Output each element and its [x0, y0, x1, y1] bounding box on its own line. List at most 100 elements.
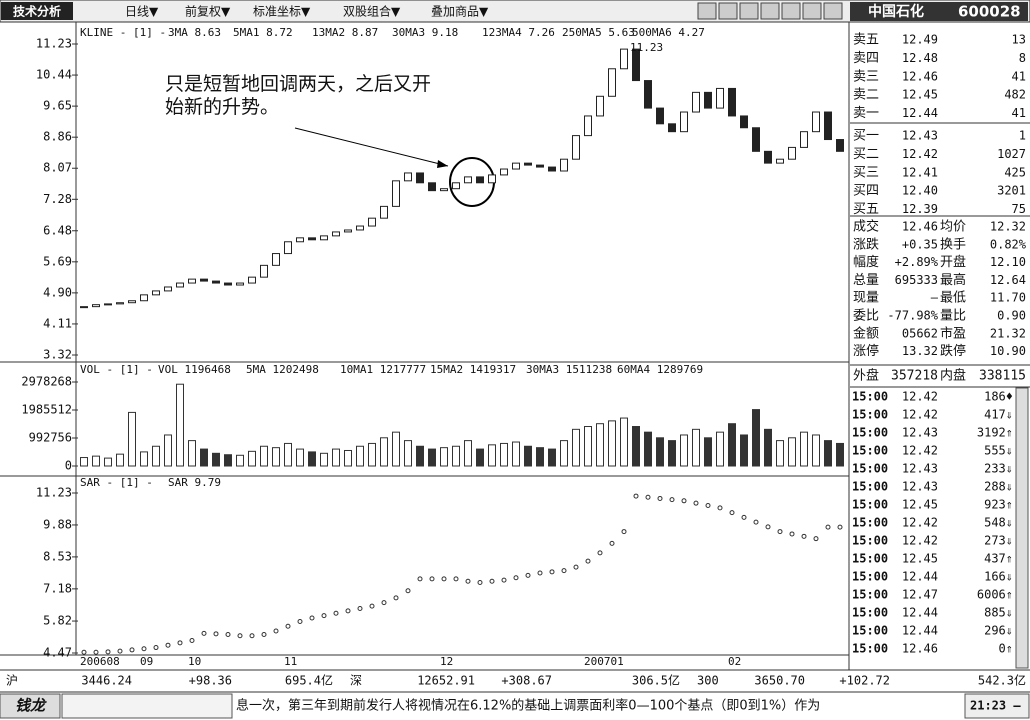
candle: [752, 127, 760, 152]
legend: SAR - [1] -: [80, 476, 153, 489]
candle: [92, 304, 100, 308]
sar-dot: [129, 647, 135, 653]
stat-value: 10.90: [990, 344, 1026, 358]
volume-bar: [500, 442, 508, 467]
sar-dot: [609, 540, 615, 546]
status-item: +308.67: [501, 674, 552, 688]
status-buttons[interactable]: [61, 693, 233, 719]
sar-dot: [645, 494, 651, 500]
volume-bar: [380, 437, 388, 467]
x-tick-label: 10: [188, 655, 201, 668]
volume-bar: [200, 448, 208, 467]
volume-bar: [524, 445, 532, 467]
tick-time: 15:00: [852, 462, 888, 476]
candle: [824, 111, 832, 141]
stat-value: 12.64: [990, 273, 1026, 287]
stat-label: 最低: [940, 291, 966, 306]
candle: [128, 300, 136, 304]
y-tick-label: 3.32: [43, 348, 72, 362]
menu[interactable]: 标准坐标▼: [253, 5, 311, 19]
sar-dot: [729, 510, 735, 516]
outer-inner: 内盘: [940, 368, 966, 384]
arrow-head: [437, 160, 448, 168]
volume-bar: [740, 434, 748, 467]
tick-price: 12.44: [902, 606, 938, 620]
x-tick-label: 12: [440, 655, 453, 668]
tick-time: 15:00: [852, 444, 888, 458]
tool-icon[interactable]: [802, 2, 822, 20]
stat-label: 金额: [853, 325, 879, 341]
volume-bar: [716, 431, 724, 467]
menu[interactable]: 日线▼: [125, 5, 159, 19]
candle: [200, 278, 208, 282]
status-item: 300: [697, 674, 719, 688]
book-price: 12.46: [902, 69, 938, 83]
tick-volume: 186♦: [984, 390, 1013, 404]
tool-icon[interactable]: [760, 2, 780, 20]
sar-dot: [285, 623, 291, 629]
tick-time: 15:00: [852, 426, 888, 440]
outer-inner: 357218: [891, 369, 938, 384]
book-volume: 1027: [997, 147, 1026, 161]
tick-price: 12.43: [902, 426, 938, 440]
stat-label: 委比: [853, 309, 879, 324]
y-tick-label: 4.47: [43, 646, 72, 660]
status-item: 12652.91: [417, 674, 475, 688]
stat-label: 现量: [853, 291, 879, 306]
candle: [440, 188, 448, 192]
tick-time: 15:00: [852, 570, 888, 584]
volume-bar: [536, 447, 544, 467]
candle: [788, 146, 796, 160]
scrollbar[interactable]: [1015, 387, 1029, 669]
tab-box[interactable]: [1, 2, 73, 20]
sar-dot: [201, 630, 207, 636]
volume-bar: [92, 455, 100, 467]
legend: VOL 1196468: [158, 363, 231, 376]
legend: 13MA2 8.87: [312, 26, 378, 39]
tool-icon[interactable]: [781, 2, 801, 20]
volume-bar: [320, 452, 328, 467]
sar-dot: [717, 505, 723, 511]
legend: SAR 9.79: [168, 476, 221, 489]
candle: [212, 280, 220, 284]
tick-time: 15:00: [852, 534, 888, 548]
book-volume: 425: [1004, 165, 1026, 179]
book-label: 卖二: [853, 88, 879, 103]
sar-dot: [477, 579, 483, 585]
candle: [464, 176, 472, 184]
sar-dot: [525, 572, 531, 578]
volume-bar: [560, 440, 568, 467]
tool-icon[interactable]: [739, 2, 759, 20]
sar-dot: [441, 576, 447, 582]
tool-icon[interactable]: [823, 2, 843, 20]
sar-dot: [657, 495, 663, 501]
y-tick-label: 0: [65, 459, 72, 473]
volume-bar: [404, 440, 412, 467]
legend: 500MA6 4.27: [632, 26, 705, 39]
candle: [800, 131, 808, 148]
volume-bar: [728, 423, 736, 467]
candle: [308, 237, 316, 241]
menu[interactable]: 叠加商品▼: [431, 4, 489, 19]
tick-time: 15:00: [852, 624, 888, 638]
candle: [188, 278, 196, 284]
candle: [476, 176, 484, 184]
y-tick-label: 4.90: [43, 285, 72, 299]
sar-dot: [357, 606, 363, 612]
stat-value: —: [931, 291, 939, 305]
sar-dot: [249, 633, 255, 639]
stat-value: 0.82%: [990, 237, 1027, 251]
tick-volume: 417⇓: [984, 408, 1013, 422]
tool-icon[interactable]: [697, 2, 717, 20]
candle: [224, 282, 232, 286]
book-price: 12.42: [902, 147, 938, 161]
menu[interactable]: 前复权▼: [185, 4, 231, 19]
tool-icon[interactable]: [718, 2, 738, 20]
sar-dot: [261, 632, 267, 638]
book-label: 卖四: [853, 51, 879, 66]
menu[interactable]: 双股组合▼: [343, 4, 401, 19]
sar-dot: [789, 531, 795, 537]
tab-title[interactable]: 技术分析: [13, 4, 61, 19]
tick-price: 12.44: [902, 624, 938, 638]
tick-time: 15:00: [852, 552, 888, 566]
